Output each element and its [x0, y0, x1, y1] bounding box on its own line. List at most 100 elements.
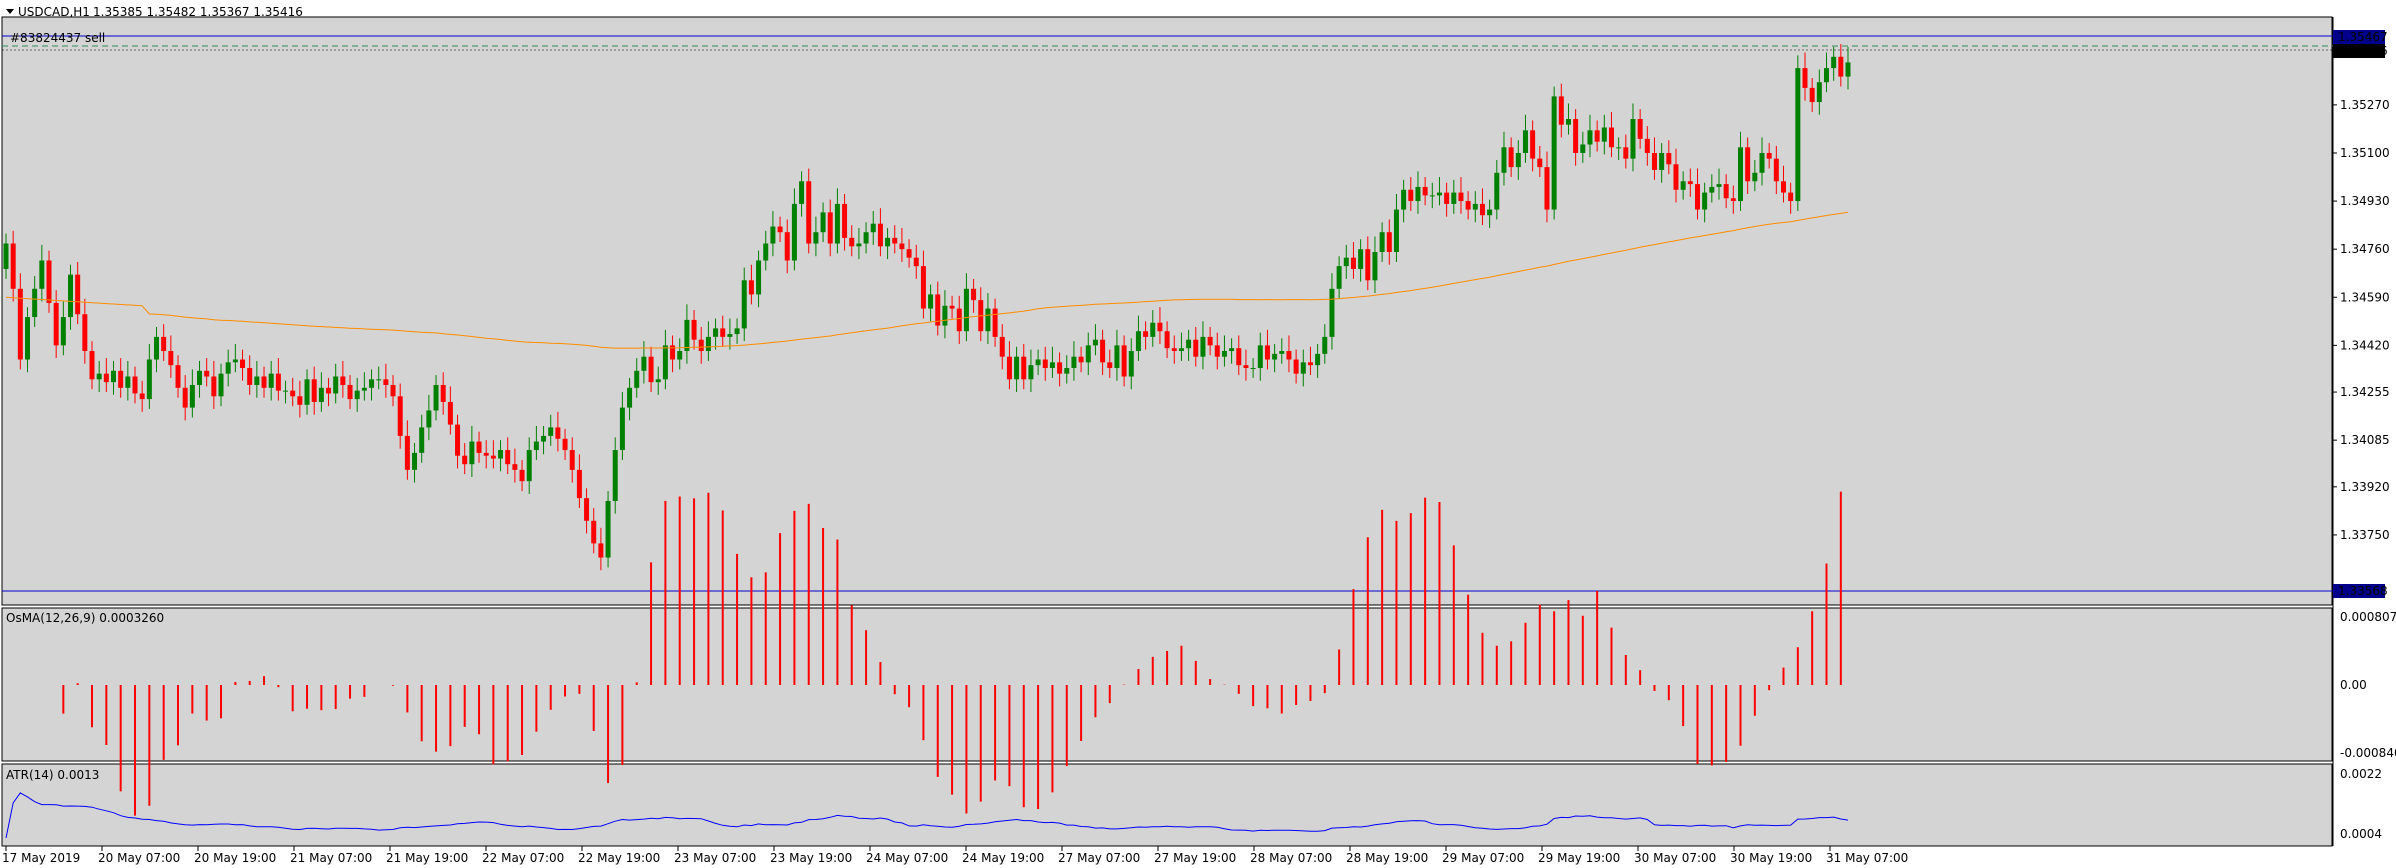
candle	[877, 208, 883, 257]
candle-body	[1186, 339, 1192, 349]
candle	[1100, 329, 1106, 376]
candle	[562, 428, 568, 460]
candle	[598, 527, 604, 571]
candle	[1608, 111, 1614, 158]
candle-body	[32, 288, 38, 318]
candle-body	[1035, 359, 1041, 366]
candle	[1393, 194, 1399, 262]
candle	[139, 380, 145, 412]
candle	[1422, 177, 1428, 206]
candle-body	[605, 500, 611, 558]
candle-body	[361, 387, 367, 391]
candle	[261, 366, 267, 398]
atr-line	[5, 792, 1849, 839]
low-level-label-box	[2333, 584, 2385, 598]
candle-body	[856, 243, 862, 247]
candle-body	[1293, 359, 1299, 374]
candle	[677, 338, 683, 370]
atr-pane[interactable]	[1, 763, 2333, 847]
atr-tick-bottom: 0.0004	[2340, 827, 2382, 841]
candle	[1415, 171, 1421, 214]
candle-body	[390, 384, 396, 397]
candle-body	[1358, 249, 1364, 269]
candle	[3, 233, 9, 279]
candle-body	[634, 370, 640, 388]
candle-body	[17, 288, 23, 360]
time-tick-label: 17 May 2019	[2, 851, 80, 865]
candle-body	[369, 379, 375, 388]
candle-body	[648, 356, 654, 383]
candle-body	[963, 288, 969, 332]
candle-body	[60, 317, 66, 346]
candle-body	[1608, 127, 1614, 148]
candle-body	[419, 427, 425, 453]
candle	[856, 227, 862, 260]
candle-body	[168, 351, 174, 366]
candle	[863, 222, 869, 254]
candle-body	[1143, 331, 1149, 337]
candle	[698, 326, 704, 364]
candle-body	[928, 294, 934, 309]
candle-body	[225, 362, 231, 374]
candle-body	[799, 181, 805, 204]
candle-body	[698, 339, 704, 352]
candle	[211, 360, 217, 410]
candle-body	[1766, 152, 1772, 159]
candle-body	[827, 212, 833, 244]
candle-body	[412, 452, 418, 470]
chart-menu-triangle-icon[interactable]	[6, 9, 14, 14]
candle-body	[727, 334, 733, 337]
candle	[53, 290, 59, 359]
candle	[1078, 346, 1084, 373]
candle	[1264, 329, 1270, 370]
candle	[526, 437, 532, 494]
candle	[1809, 78, 1815, 112]
candle	[1193, 326, 1199, 367]
candle	[512, 448, 518, 483]
candle	[290, 377, 296, 407]
candle	[111, 360, 117, 395]
price-pane[interactable]	[1, 16, 2333, 606]
time-tick-label: 21 May 07:00	[290, 851, 372, 865]
atr-label: ATR(14) 0.0013	[6, 768, 99, 782]
candle	[498, 440, 504, 472]
time-axis: 17 May 2019 20 May 07:00 20 May 19:00 21 Ma…	[2, 846, 1908, 865]
symbol-title: USDCAD,H1	[18, 5, 90, 19]
candle-body	[992, 308, 998, 337]
candle	[433, 375, 439, 421]
candle	[533, 426, 539, 460]
candle	[971, 278, 977, 313]
candle-body	[1795, 68, 1801, 202]
candle	[297, 380, 303, 418]
candle-body	[999, 336, 1005, 357]
candle	[1279, 338, 1285, 364]
candle	[369, 369, 375, 401]
candle-body	[1372, 252, 1378, 281]
candle-body	[1802, 68, 1808, 88]
candle	[892, 225, 898, 254]
candle	[1522, 114, 1528, 163]
candle	[605, 491, 611, 568]
candle	[1716, 168, 1722, 200]
candle	[182, 375, 188, 421]
order-label[interactable]: #83824437 sell	[10, 31, 105, 45]
candle	[942, 290, 948, 339]
candle-body	[1178, 348, 1184, 352]
candle-body	[784, 232, 790, 261]
time-tick-label: 23 May 07:00	[674, 851, 756, 865]
candle	[555, 411, 561, 452]
candle	[376, 366, 382, 390]
candle-body	[326, 387, 332, 394]
candle-body	[1694, 184, 1700, 210]
candle	[1135, 315, 1141, 361]
candle	[627, 377, 633, 421]
candle-body	[1773, 158, 1779, 182]
candle-body	[39, 260, 45, 289]
candle	[60, 301, 66, 356]
price-axis: 1.35270 1.35100 1.34930 1.34760 1.34590 1.344…	[2333, 98, 2390, 542]
candle	[390, 375, 396, 407]
candle-body	[1458, 192, 1464, 202]
candle	[1680, 171, 1686, 200]
candle	[154, 326, 160, 373]
